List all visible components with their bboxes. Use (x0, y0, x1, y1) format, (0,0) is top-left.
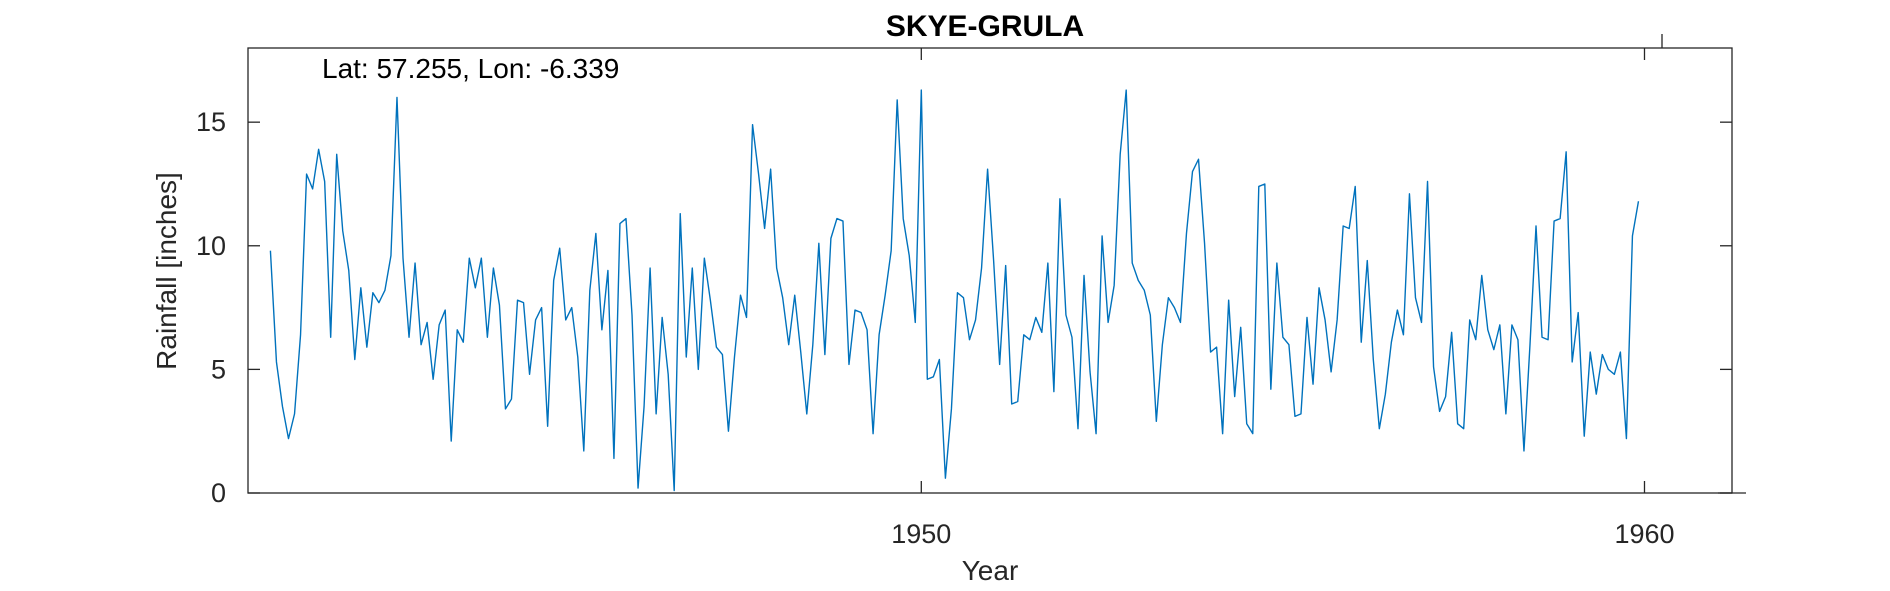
x-axis-ticks: 1950 1960 (891, 48, 1675, 549)
y-tick-label-0: 0 (211, 478, 226, 508)
y-tick-label-5: 5 (211, 354, 226, 384)
rainfall-series-line (269, 89, 1640, 492)
x-tick-label-1950: 1950 (891, 519, 951, 549)
chart-title: SKYE-GRULA (886, 10, 1084, 43)
location-annotation: Lat: 57.255, Lon: -6.339 (322, 53, 619, 84)
x-tick-label-1960: 1960 (1614, 519, 1674, 549)
x-axis-label: Year (962, 555, 1019, 586)
y-axis-label: Rainfall [inches] (151, 172, 182, 370)
y-axis-ticks: 0 5 10 15 (196, 107, 1732, 508)
y-tick-label-10: 10 (196, 231, 226, 261)
y-tick-label-15: 15 (196, 107, 226, 137)
plot-box (247, 47, 1733, 494)
